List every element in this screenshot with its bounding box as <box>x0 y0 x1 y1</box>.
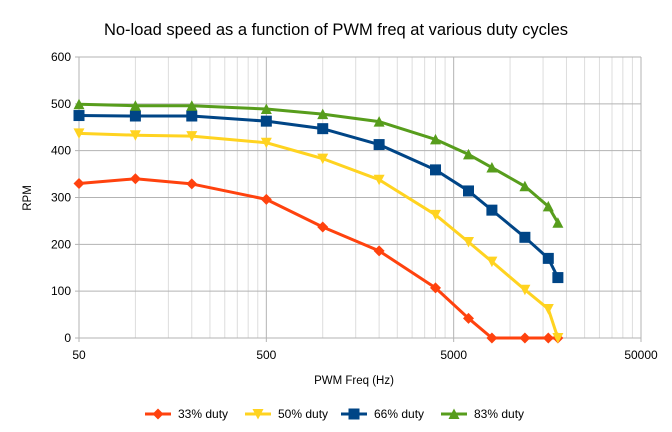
series-line <box>78 131 560 339</box>
legend-item: 33% duty <box>145 407 228 421</box>
data-point <box>373 174 385 186</box>
data-point <box>260 103 272 114</box>
legend-item: 50% duty <box>245 407 328 421</box>
legend-label: 66% duty <box>374 407 424 421</box>
data-point <box>260 115 272 127</box>
legend-label: 83% duty <box>474 407 524 421</box>
data-point <box>73 128 85 139</box>
data-point <box>519 231 531 243</box>
data-point <box>552 272 564 284</box>
legend-marker <box>252 409 264 420</box>
tick-labels: 50 500 5000 50000 0 100 200 300 400 500 600 <box>51 50 658 362</box>
data-point <box>129 173 141 185</box>
data-point <box>462 185 474 197</box>
series-50-duty <box>73 128 564 344</box>
data-point <box>317 153 329 165</box>
series-lines <box>73 98 564 344</box>
data-point <box>73 98 85 110</box>
data-point <box>186 178 198 190</box>
x-axis-label: PWM Freq (Hz) <box>314 375 394 387</box>
data-point <box>542 252 554 264</box>
data-point <box>317 123 329 135</box>
legend-item: 66% duty <box>341 407 424 421</box>
data-point <box>317 108 329 120</box>
grid <box>75 56 642 342</box>
data-point <box>552 333 564 344</box>
data-point <box>430 209 442 221</box>
series-33-duty <box>73 173 564 344</box>
y-tick-label: 0 <box>64 331 71 345</box>
data-point <box>542 332 554 344</box>
y-tick-label: 500 <box>51 97 71 111</box>
data-point <box>430 282 442 294</box>
y-tick-label: 100 <box>51 284 71 298</box>
series-83-duty <box>73 98 564 228</box>
data-point <box>430 164 442 176</box>
data-point <box>129 130 141 141</box>
legend-marker <box>152 408 164 420</box>
data-point <box>486 256 498 268</box>
x-tick-label: 5000 <box>440 348 467 362</box>
data-point <box>73 110 85 122</box>
data-point <box>373 245 385 257</box>
series-line <box>78 114 560 279</box>
chart-title: No-load speed as a function of PWM freq … <box>104 21 568 39</box>
data-point <box>373 116 385 127</box>
data-point <box>486 162 498 173</box>
legend-label: 33% duty <box>178 407 228 421</box>
data-point <box>519 180 531 192</box>
data-point <box>317 221 329 233</box>
y-tick-label: 200 <box>51 237 71 251</box>
y-tick-label: 400 <box>51 144 71 158</box>
data-point <box>519 284 531 296</box>
data-point <box>260 193 272 205</box>
data-point <box>430 133 442 145</box>
data-point <box>552 217 564 228</box>
data-point <box>73 177 85 189</box>
data-point <box>186 100 198 111</box>
data-point <box>519 332 531 344</box>
data-point <box>542 200 554 212</box>
data-point <box>129 110 141 122</box>
x-tick-label: 500 <box>256 348 276 362</box>
legend-marker <box>448 408 460 419</box>
legend-label: 50% duty <box>278 407 328 421</box>
data-point <box>129 100 141 111</box>
data-point <box>486 332 498 344</box>
data-point <box>186 110 198 122</box>
y-tick-label: 600 <box>51 50 71 64</box>
y-axis-label: RPM <box>22 185 34 211</box>
data-point <box>542 303 554 315</box>
data-point <box>373 139 385 151</box>
x-tick-label: 50 <box>72 348 86 362</box>
data-point <box>462 312 474 324</box>
data-point <box>462 148 474 160</box>
data-point <box>260 137 272 149</box>
data-point <box>486 204 498 216</box>
data-point <box>186 131 198 142</box>
legend-marker <box>348 408 360 420</box>
legend-item: 83% duty <box>441 407 524 421</box>
series-66-duty <box>73 110 564 284</box>
legend: 33% duty 50% duty 66% duty 83% duty <box>145 407 524 421</box>
x-tick-label: 50000 <box>624 348 658 362</box>
y-tick-label: 300 <box>51 191 71 205</box>
data-point <box>462 236 474 248</box>
